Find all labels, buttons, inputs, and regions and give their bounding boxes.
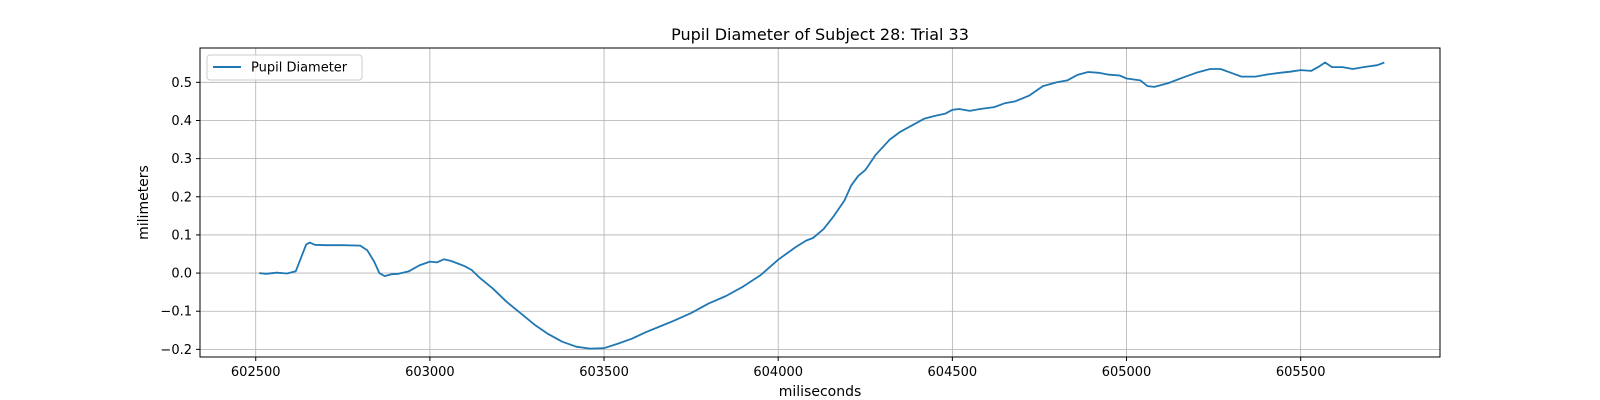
plot-frame: [199, 47, 1441, 358]
y-tick-label: 0.4: [171, 114, 192, 129]
grid-lines: [200, 48, 1440, 357]
x-tick-label: 602500: [231, 365, 281, 380]
y-tick-label: 0.2: [171, 190, 192, 205]
chart-title: Pupil Diameter of Subject 28: Trial 33: [671, 25, 969, 44]
x-tick-label: 603000: [405, 365, 455, 380]
y-tick-label: 0.1: [171, 228, 192, 243]
series-layer: [259, 61, 1385, 350]
y-tick-label: −0.2: [160, 343, 192, 358]
y-tick-label: 0.0: [171, 267, 192, 282]
legend: Pupil Diameter: [206, 54, 363, 81]
y-axis-ticks: −0.2 −0.1 0.0 0.1 0.2 0.3 0.4 0.5: [160, 76, 200, 358]
y-tick-label: 0.3: [171, 152, 192, 167]
legend-label-pupil-diameter: Pupil Diameter: [251, 61, 348, 76]
x-tick-label: 605500: [1276, 365, 1326, 380]
x-tick-label: 604500: [928, 365, 978, 380]
x-axis-ticks: 602500 603000 603500 604000 604500 605000 6055…: [231, 357, 1326, 380]
x-tick-label: 604000: [753, 365, 803, 380]
y-tick-label: −0.1: [160, 305, 192, 320]
y-tick-label: 0.5: [171, 76, 192, 91]
x-tick-label: 603500: [579, 365, 629, 380]
x-axis-label: miliseconds: [779, 384, 862, 400]
series-line-pupil-diameter: [259, 61, 1385, 350]
legend-box: [206, 54, 363, 81]
x-tick-label: 605000: [1102, 365, 1152, 380]
y-axis-label: milimeters: [136, 165, 152, 240]
